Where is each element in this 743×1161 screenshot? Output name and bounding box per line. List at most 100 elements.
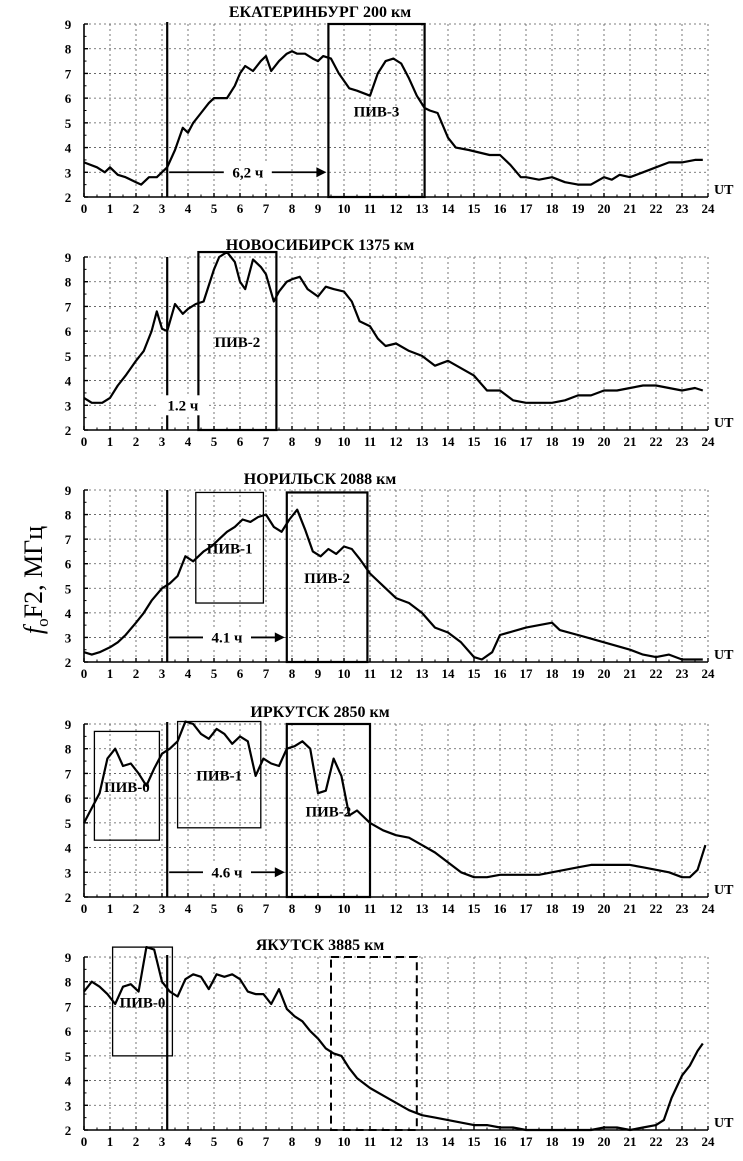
y-tick-label: 6	[65, 91, 72, 106]
tid-box-label: ПИВ-0	[120, 995, 166, 1011]
x-tick-label: 0	[81, 434, 88, 449]
panel-1: 0 1 2 3 4 5 6 7 8 9 10 11 12 13 14 15 16 17 18 19 20 21 22 23 24…	[65, 4, 734, 216]
tid-box	[197, 250, 278, 432]
x-tick-label: 1	[107, 1134, 114, 1149]
x-tick-label: 24	[702, 666, 716, 681]
x-tick-label: 6	[237, 901, 244, 916]
x-tick-label: 21	[624, 1134, 637, 1149]
y-tick-label: 5	[65, 581, 72, 596]
x-tick-label: 20	[598, 201, 611, 216]
x-tick-label: 15	[468, 201, 482, 216]
x-tick-label: 13	[416, 1134, 430, 1149]
tid-box	[93, 730, 161, 841]
x-tick-label: 5	[211, 201, 218, 216]
x-tick-label: 20	[598, 666, 611, 681]
x-tick-label: 5	[211, 901, 218, 916]
x-tick-label: 3	[159, 1134, 166, 1149]
y-tick-label: 3	[65, 165, 72, 180]
x-tick-label: 8	[289, 901, 296, 916]
y-tick-label: 5	[65, 816, 72, 831]
x-tick-label: 18	[546, 901, 560, 916]
y-tick-label: 9	[65, 17, 72, 32]
y-tick-label: 6	[65, 1024, 72, 1039]
x-tick-label: 5	[211, 666, 218, 681]
x-tick-label: 17	[520, 666, 534, 681]
x-tick-label: 1	[107, 201, 114, 216]
x-tick-label: 10	[338, 201, 351, 216]
x-tick-label: 11	[364, 434, 376, 449]
y-tick-label: 8	[65, 508, 72, 523]
panel-title: НОРИЛЬСК 2088 км	[244, 471, 397, 488]
x-tick-label: 13	[416, 201, 430, 216]
x-tick-label: 20	[598, 901, 611, 916]
y-tick-label: 3	[65, 398, 72, 413]
x-tick-label: 7	[263, 901, 270, 916]
y-axis-title-f: f	[19, 623, 48, 634]
series-line	[83, 946, 704, 1132]
tid-box-label: ПИВ-3	[354, 105, 400, 121]
y-tick-label: 8	[65, 275, 72, 290]
x-tick-label: 7	[263, 1134, 270, 1149]
x-tick-label: 20	[598, 434, 611, 449]
x-tick-label: 13	[416, 901, 430, 916]
x-tick-label: 13	[416, 666, 430, 681]
tid-box	[111, 946, 174, 1057]
tid-box-label: ПИВ-2	[305, 805, 351, 821]
y-tick-label: 5	[65, 349, 72, 364]
x-tick-label: 14	[442, 666, 456, 681]
delay-label-bg	[203, 627, 251, 648]
x-tick-label: 0	[81, 666, 88, 681]
x-tick-label: 15	[468, 1134, 482, 1149]
x-tick-label: 2	[133, 201, 140, 216]
x-tick-label: 10	[338, 901, 351, 916]
x-tick-label: 4	[185, 666, 192, 681]
x-tick-label: 24	[702, 434, 716, 449]
tid-box-label: ПИВ-0	[104, 780, 150, 796]
x-tick-label: 8	[289, 434, 296, 449]
x-tick-label: 12	[390, 434, 403, 449]
x-tick-label: 10	[338, 1134, 351, 1149]
y-tick-label: 7	[65, 532, 72, 547]
x-tick-label: 1	[107, 901, 114, 916]
delay-label: 4.1 ч	[212, 630, 244, 646]
y-tick-label: 3	[65, 630, 72, 645]
x-tick-label: 18	[546, 1134, 560, 1149]
x-tick-label: 3	[159, 201, 166, 216]
x-tick-label: 15	[468, 434, 482, 449]
y-tick-label: 6	[65, 557, 72, 572]
y-tick-label: 5	[65, 1049, 72, 1064]
y-tick-label: 6	[65, 791, 72, 806]
y-tick-label: 8	[65, 42, 72, 57]
x-tick-label: 8	[289, 1134, 296, 1149]
x-tick-label: 4	[185, 201, 192, 216]
x-tick-label: 14	[442, 901, 456, 916]
x-tick-label: 16	[494, 434, 508, 449]
x-tick-label: 12	[390, 901, 403, 916]
x-tick-label: 12	[390, 201, 403, 216]
x-axis-label: UT	[714, 1116, 734, 1131]
y-tick-label: 4	[65, 1074, 72, 1089]
y-tick-label: 2	[65, 190, 72, 205]
x-tick-label: 22	[650, 434, 663, 449]
x-tick-label: 21	[624, 666, 637, 681]
tid-box	[285, 491, 369, 664]
tid-box	[195, 491, 265, 604]
y-tick-label: 6	[65, 324, 72, 339]
x-tick-label: 6	[237, 666, 244, 681]
panel-3: 0 1 2 3 4 5 6 7 8 9 10 11 12 13 14 15 16 17 18 19 20 21 22 23 24…	[65, 471, 734, 681]
x-tick-label: 23	[676, 901, 690, 916]
delay-label: 6,2 ч	[232, 165, 264, 181]
panel-title: ЕКАТЕРИНБУРГ 200 км	[229, 4, 411, 21]
y-tick-label: 4	[65, 841, 72, 856]
x-tick-label: 18	[546, 201, 560, 216]
delay-label: 1.2 ч	[167, 398, 199, 414]
y-tick-label: 4	[65, 141, 72, 156]
x-tick-label: 24	[702, 901, 716, 916]
x-tick-label: 11	[364, 1134, 376, 1149]
tid-box-label: ПИВ-1	[207, 542, 253, 558]
x-tick-label: 18	[546, 666, 560, 681]
series-line	[83, 50, 703, 186]
y-tick-label: 8	[65, 742, 72, 757]
x-tick-label: 17	[520, 1134, 534, 1149]
x-tick-label: 14	[442, 434, 456, 449]
